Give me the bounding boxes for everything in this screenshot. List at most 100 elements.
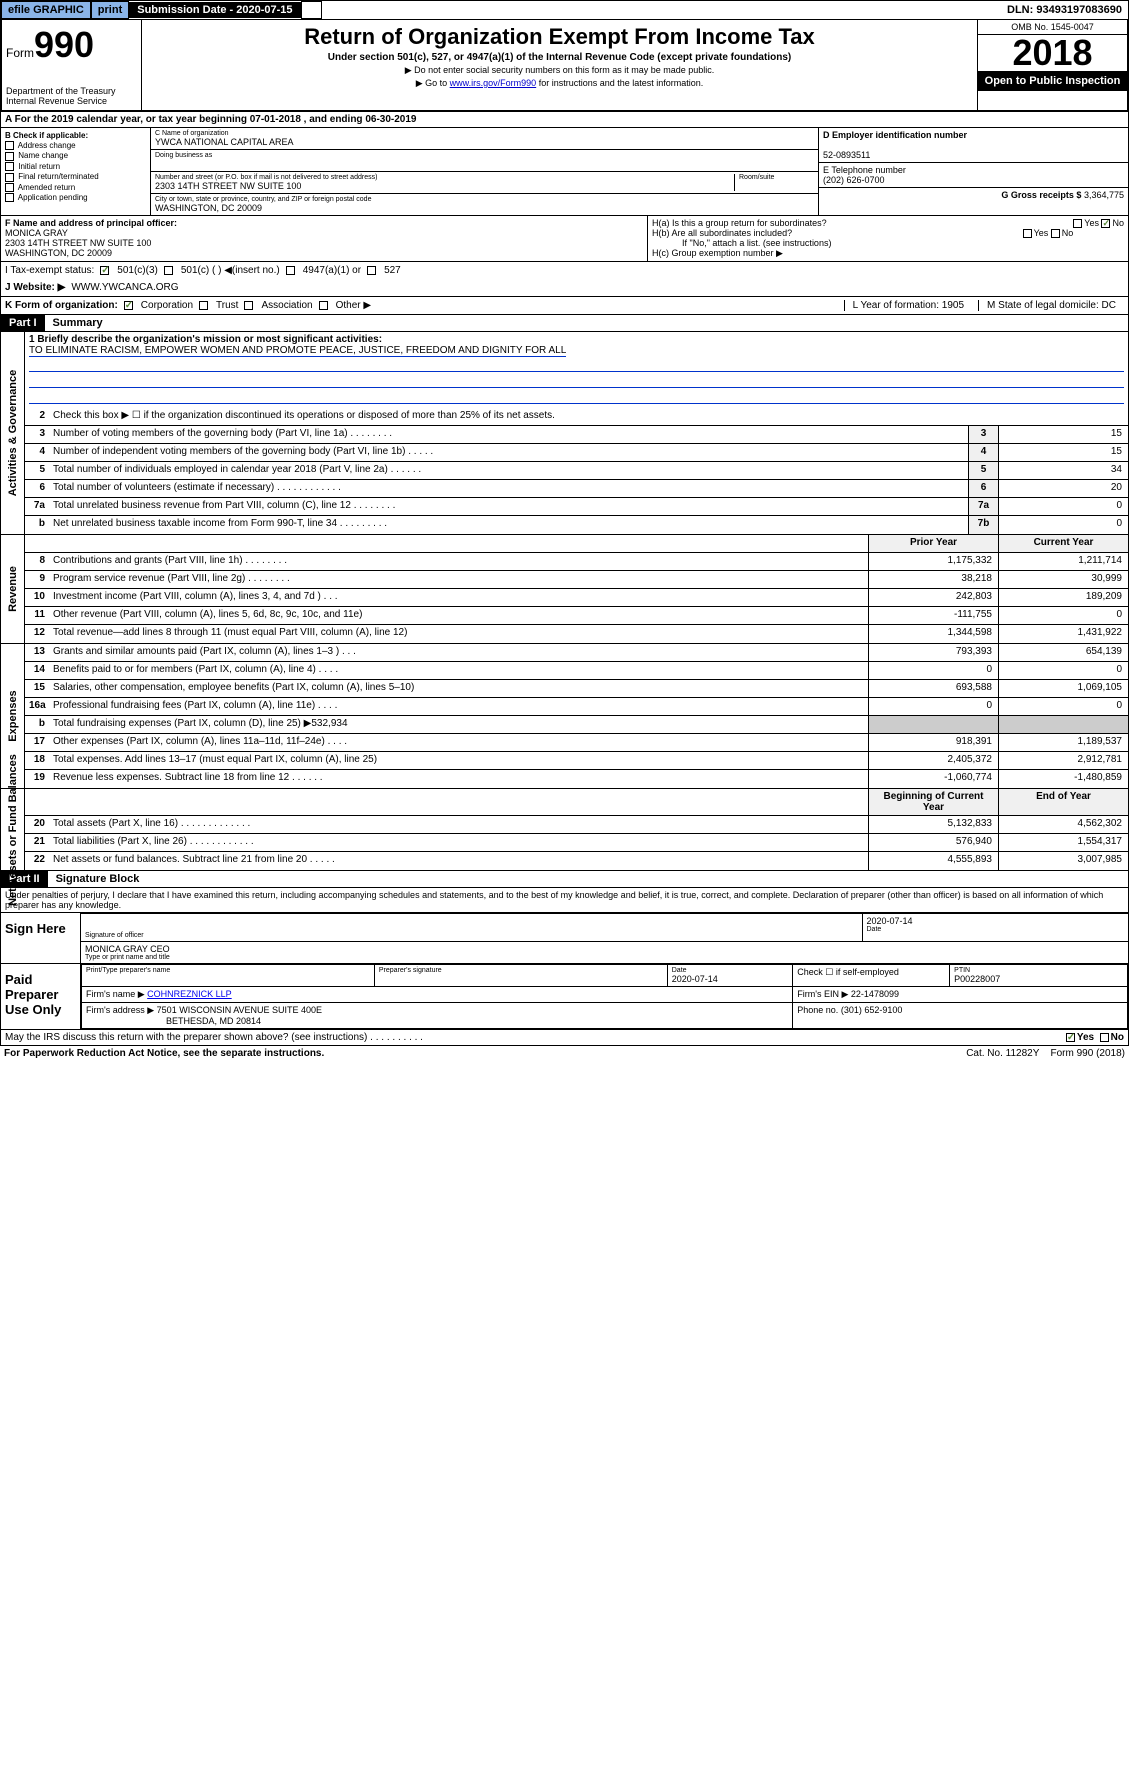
note-goto: ▶ Go to www.irs.gov/Form990 for instruct… bbox=[150, 78, 969, 89]
ha-label: H(a) Is this a group return for subordin… bbox=[652, 218, 827, 228]
prior-val bbox=[868, 716, 998, 733]
boxb-checkbox[interactable] bbox=[5, 152, 14, 161]
hc-label: H(c) Group exemption number ▶ bbox=[652, 248, 1124, 259]
dept: Department of the Treasury Internal Reve… bbox=[6, 66, 137, 106]
room-label: Room/suite bbox=[739, 174, 814, 181]
k-label: K Form of organization: bbox=[5, 300, 118, 311]
line-text: Total assets (Part X, line 16) . . . . .… bbox=[49, 816, 868, 833]
form-header: Form990 Department of the Treasury Inter… bbox=[0, 20, 1129, 112]
opt-assoc: Association bbox=[261, 300, 312, 311]
gov-line-box: 6 bbox=[968, 480, 998, 497]
gov-line-box: 7b bbox=[968, 516, 998, 534]
tax-exempt-label: I Tax-exempt status: bbox=[5, 265, 94, 276]
line-text: Revenue less expenses. Subtract line 18 … bbox=[49, 770, 868, 788]
ha-yes-checkbox[interactable] bbox=[1073, 219, 1082, 228]
gross-value: 3,364,775 bbox=[1084, 190, 1124, 200]
line-text: Salaries, other compensation, employee b… bbox=[49, 680, 868, 697]
firm-name[interactable]: COHNREZNICK LLP bbox=[147, 989, 232, 999]
governance-section: Activities & Governance 1 Briefly descri… bbox=[0, 332, 1129, 535]
submission-blank bbox=[301, 1, 322, 19]
ein-label: D Employer identification number bbox=[823, 130, 967, 140]
gov-line-val: 0 bbox=[998, 516, 1128, 534]
no-footer: No bbox=[1111, 1032, 1124, 1043]
gov-line-text: Total unrelated business revenue from Pa… bbox=[49, 498, 968, 515]
firm-addr: 7501 WISCONSIN AVENUE SUITE 400E bbox=[157, 1005, 322, 1015]
assoc-checkbox[interactable] bbox=[244, 301, 253, 310]
city-state-zip: WASHINGTON, DC 20009 bbox=[155, 203, 814, 213]
boxb-checkbox[interactable] bbox=[5, 162, 14, 171]
org-name: YWCA NATIONAL CAPITAL AREA bbox=[155, 137, 814, 147]
phone-value: (202) 626-0700 bbox=[823, 175, 885, 185]
boxb-checkbox[interactable] bbox=[5, 173, 14, 182]
prep-date: 2020-07-14 bbox=[672, 974, 789, 984]
discuss-yes[interactable] bbox=[1066, 1033, 1075, 1042]
4947-checkbox[interactable] bbox=[286, 266, 295, 275]
type-name-lbl: Type or print name and title bbox=[85, 954, 1124, 961]
submission-label: Submission Date - 2020-07-15 bbox=[129, 2, 300, 18]
firm-phone-lbl: Phone no. bbox=[797, 1005, 838, 1015]
opt-4947: 4947(a)(1) or bbox=[303, 265, 361, 276]
firm-city: BETHESDA, MD 20814 bbox=[86, 1016, 261, 1026]
501c-checkbox[interactable] bbox=[164, 266, 173, 275]
line-text: Program service revenue (Part VIII, line… bbox=[49, 571, 868, 588]
expenses-section: Expenses 13Grants and similar amounts pa… bbox=[0, 644, 1129, 789]
discuss-text: May the IRS discuss this return with the… bbox=[5, 1032, 423, 1043]
ha-no-checkbox[interactable] bbox=[1101, 219, 1110, 228]
trust-checkbox[interactable] bbox=[199, 301, 208, 310]
corp-checkbox[interactable] bbox=[124, 301, 133, 310]
ptin-lbl: PTIN bbox=[954, 967, 1123, 974]
firm-phone: (301) 652-9100 bbox=[841, 1005, 903, 1015]
prior-val: 576,940 bbox=[868, 834, 998, 851]
gov-line-val: 20 bbox=[998, 480, 1128, 497]
current-val: 4,562,302 bbox=[998, 816, 1128, 833]
hb-note: If "No," attach a list. (see instruction… bbox=[652, 238, 1124, 248]
line-text: Total liabilities (Part X, line 26) . . … bbox=[49, 834, 868, 851]
efile-btn[interactable]: efile GRAPHIC bbox=[1, 1, 91, 19]
boxb-checkbox[interactable] bbox=[5, 183, 14, 192]
527-checkbox[interactable] bbox=[367, 266, 376, 275]
other-checkbox[interactable] bbox=[319, 301, 328, 310]
current-val: 0 bbox=[998, 607, 1128, 624]
boxb-checkbox[interactable] bbox=[5, 141, 14, 150]
hb-yes-checkbox[interactable] bbox=[1023, 229, 1032, 238]
begin-year-hdr: Beginning of Current Year bbox=[868, 789, 998, 815]
state-domicile: M State of legal domicile: DC bbox=[978, 300, 1124, 311]
irs-link[interactable]: www.irs.gov/Form990 bbox=[450, 78, 537, 88]
sign-here: Sign Here bbox=[1, 913, 81, 963]
current-val: 0 bbox=[998, 662, 1128, 679]
current-val: 2,912,781 bbox=[998, 752, 1128, 769]
box-c: C Name of organization YWCA NATIONAL CAP… bbox=[151, 128, 818, 215]
prep-sig-lbl: Preparer's signature bbox=[379, 967, 663, 974]
note-post: for instructions and the latest informat… bbox=[536, 78, 703, 88]
line-k: K Form of organization: Corporation Trus… bbox=[0, 297, 1129, 315]
part1-title: Summary bbox=[45, 315, 111, 331]
opt-other: Other ▶ bbox=[336, 300, 371, 311]
paid-preparer: Paid Preparer Use Only bbox=[1, 964, 81, 1029]
boxb-checkbox[interactable] bbox=[5, 193, 14, 202]
form-title: Return of Organization Exempt From Incom… bbox=[150, 24, 969, 50]
self-employed: Check ☐ if self-employed bbox=[793, 965, 950, 987]
501c3-checkbox[interactable] bbox=[100, 266, 109, 275]
opt-trust: Trust bbox=[216, 300, 238, 311]
gov-line-text: Total number of volunteers (estimate if … bbox=[49, 480, 968, 497]
hb-no-checkbox[interactable] bbox=[1051, 229, 1060, 238]
part2-header: Part II Signature Block bbox=[0, 871, 1129, 888]
name-label: C Name of organization bbox=[155, 130, 814, 137]
gov-line-box: 5 bbox=[968, 462, 998, 479]
netassets-section: Net Assets or Fund Balances Beginning of… bbox=[0, 789, 1129, 871]
line2: Check this box ▶ ☐ if the organization d… bbox=[49, 408, 1128, 425]
current-val: 0 bbox=[998, 698, 1128, 715]
discuss-no[interactable] bbox=[1100, 1033, 1109, 1042]
street-address: 2303 14TH STREET NW SUITE 100 bbox=[155, 181, 734, 191]
paperwork-text: For Paperwork Reduction Act Notice, see … bbox=[4, 1048, 324, 1059]
open-public: Open to Public Inspection bbox=[978, 71, 1127, 91]
line-text: Other expenses (Part IX, column (A), lin… bbox=[49, 734, 868, 751]
print-btn[interactable]: print bbox=[91, 1, 129, 19]
info-block: B Check if applicable: Address change Na… bbox=[0, 128, 1129, 216]
current-val: 654,139 bbox=[998, 644, 1128, 661]
gov-line-text: Net unrelated business taxable income fr… bbox=[49, 516, 968, 534]
box-b-title: B Check if applicable: bbox=[5, 131, 88, 140]
tax-exempt-row: I Tax-exempt status: 501(c)(3) 501(c) ( … bbox=[0, 262, 1129, 279]
revenue-side: Revenue bbox=[1, 535, 25, 643]
form-number: 990 bbox=[34, 24, 94, 65]
